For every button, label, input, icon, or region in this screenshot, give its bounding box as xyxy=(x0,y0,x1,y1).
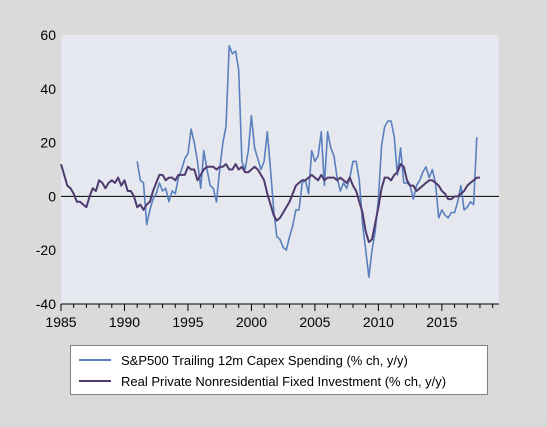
series-line-investment xyxy=(60,163,480,244)
legend: S&P500 Trailing 12m Capex Spending (% ch… xyxy=(70,345,488,395)
x-tick-label: 2010 xyxy=(363,314,394,330)
series-layer xyxy=(60,44,480,278)
series-line-capex xyxy=(136,44,478,278)
plot-area xyxy=(61,35,499,304)
y-tick-label: 60 xyxy=(40,27,56,43)
y-tick-label: 0 xyxy=(48,188,56,204)
legend-item-investment: Real Private Nonresidential Fixed Invest… xyxy=(79,371,446,391)
legend-label-investment: Real Private Nonresidential Fixed Invest… xyxy=(121,373,447,389)
y-tick-label: 20 xyxy=(40,135,56,151)
y-ticks: 60 40 20 0 -20 -40 xyxy=(36,27,56,312)
x-tick-label: 1985 xyxy=(45,314,76,330)
x-tick-label: 2000 xyxy=(236,314,267,330)
x-tick-label: 2015 xyxy=(426,314,457,330)
y-tick-label: -20 xyxy=(36,242,56,258)
x-ticks: 1985 1990 1995 2000 2005 2010 2015 xyxy=(45,304,494,330)
y-tick-label: 40 xyxy=(40,81,56,97)
legend-swatch-investment xyxy=(79,380,111,382)
x-tick-label: 2005 xyxy=(299,314,330,330)
y-tick-label: -40 xyxy=(36,296,56,312)
legend-item-capex: S&P500 Trailing 12m Capex Spending (% ch… xyxy=(79,350,408,370)
legend-swatch-capex xyxy=(79,359,111,361)
legend-label-capex: S&P500 Trailing 12m Capex Spending (% ch… xyxy=(121,352,408,368)
x-tick-label: 1990 xyxy=(109,314,140,330)
x-tick-label: 1995 xyxy=(172,314,203,330)
